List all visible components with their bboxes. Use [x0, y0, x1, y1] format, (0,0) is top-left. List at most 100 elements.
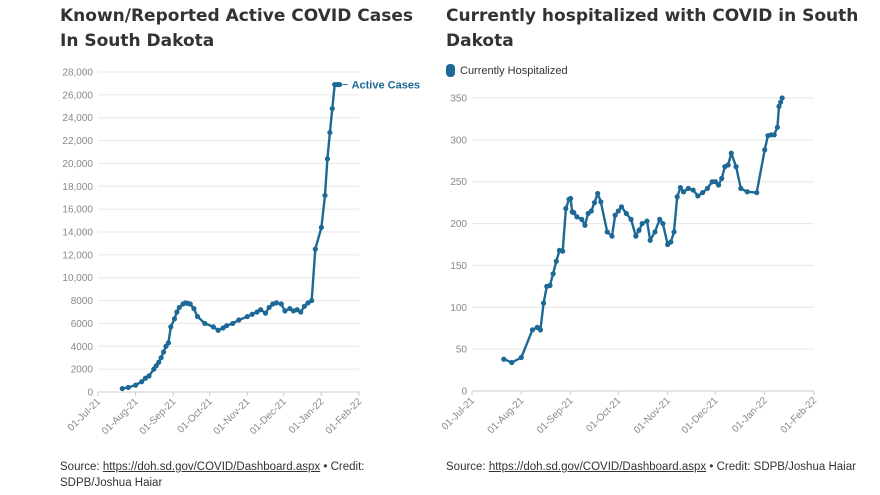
source-link[interactable]: https://doh.sd.gov/COVID/Dashboard.aspx: [488, 461, 707, 473]
data-point: [623, 210, 629, 217]
data-point: [639, 220, 645, 227]
data-point: [647, 237, 653, 243]
series-label: Active Cases: [352, 80, 421, 92]
data-point: [725, 162, 731, 168]
data-point: [633, 233, 639, 239]
legend-label: Currently Hospitalized: [460, 64, 568, 77]
x-tick-label: 01-Oct-21: [584, 395, 624, 435]
data-point: [509, 359, 515, 366]
data-point: [754, 189, 760, 196]
x-tick-label: 01-Jan-22: [730, 395, 770, 435]
legend: Currently Hospitalized: [446, 64, 568, 77]
data-point: [202, 320, 208, 327]
data-point: [628, 216, 634, 222]
data-point: [278, 301, 284, 307]
data-point: [322, 192, 328, 199]
x-tick-label: 01-Aug-21: [486, 395, 527, 436]
data-point: [174, 309, 180, 315]
data-point: [194, 313, 201, 320]
data-point: [224, 323, 230, 329]
y-tick-label: 8000: [71, 296, 94, 307]
data-point: [668, 239, 674, 245]
data-point: [733, 164, 739, 170]
data-point: [560, 248, 566, 254]
data-point: [677, 184, 683, 191]
data-point: [282, 308, 288, 314]
data-point: [158, 355, 164, 361]
data-point: [236, 317, 242, 323]
data-point: [336, 81, 343, 88]
data-point: [644, 218, 650, 224]
data-point: [529, 327, 536, 333]
x-tick-label: 01-Jul-21: [440, 395, 477, 433]
source-credit: Source: https://doh.sd.gov/COVID/Dashboa…: [446, 459, 871, 475]
data-point: [165, 340, 172, 346]
data-point: [671, 229, 677, 235]
series-line: [121, 83, 341, 390]
y-tick-label: 200: [450, 219, 467, 230]
data-point: [537, 327, 543, 333]
hospitalized-panel: Currently hospitalized with COVID in Sou…: [440, 0, 880, 495]
data-point: [574, 214, 580, 220]
x-tick-label: 01-Feb-22: [779, 395, 820, 436]
data-point: [762, 147, 768, 153]
y-tick-label: 350: [450, 94, 467, 105]
data-point: [579, 216, 585, 222]
x-tick-label: 01-Aug-21: [100, 396, 141, 437]
data-point: [595, 190, 601, 197]
data-point: [171, 316, 178, 322]
data-point: [540, 300, 547, 306]
data-point: [582, 222, 588, 228]
data-point: [329, 105, 335, 112]
data-point: [266, 304, 272, 311]
data-point: [139, 379, 145, 385]
data-point: [571, 210, 577, 216]
x-tick-label: 01-Sep-21: [138, 396, 179, 437]
x-tick-label: 01-Nov-21: [212, 396, 253, 437]
data-point: [618, 204, 625, 210]
x-tick-label: 01-Dec-21: [680, 395, 721, 436]
data-point: [160, 349, 167, 355]
data-point: [501, 356, 507, 362]
x-tick-label: 01-Nov-21: [632, 395, 673, 436]
source-link[interactable]: https://doh.sd.gov/COVID/Dashboard.aspx: [102, 461, 321, 473]
data-point: [309, 297, 315, 304]
source-credit: Source: https://doh.sd.gov/COVID/Dashboa…: [60, 459, 430, 491]
y-tick-label: 12,000: [62, 250, 93, 261]
data-point: [719, 175, 725, 181]
y-tick-label: 28,000: [62, 68, 93, 79]
data-point: [298, 309, 304, 315]
x-tick-label: 01-Sep-21: [535, 395, 576, 436]
data-point: [318, 224, 324, 231]
data-point: [588, 208, 594, 214]
data-point: [604, 229, 610, 235]
x-tick-label: 01-Dec-21: [248, 396, 289, 437]
data-point: [550, 271, 556, 277]
x-tick-label: 01-Jul-21: [66, 396, 104, 434]
data-point: [728, 150, 734, 156]
data-point: [774, 124, 781, 130]
data-point: [563, 205, 569, 212]
x-tick-label: 01-Oct-21: [176, 396, 216, 436]
data-point: [704, 185, 711, 192]
y-tick-label: 100: [450, 303, 467, 314]
data-point: [712, 179, 718, 185]
data-point: [125, 384, 131, 391]
y-tick-label: 18,000: [62, 182, 93, 193]
data-point: [230, 320, 236, 327]
data-point: [660, 220, 666, 227]
data-point: [249, 311, 255, 317]
y-tick-label: 10,000: [62, 273, 93, 284]
data-point: [685, 185, 691, 192]
legend-swatch: [446, 64, 455, 77]
y-tick-label: 22,000: [62, 136, 93, 147]
data-point: [657, 216, 663, 222]
data-point: [777, 99, 784, 105]
data-point: [146, 373, 152, 379]
data-point: [168, 324, 174, 330]
data-point: [191, 305, 197, 312]
data-point: [119, 385, 125, 392]
data-point: [744, 189, 750, 195]
data-point: [176, 304, 182, 311]
